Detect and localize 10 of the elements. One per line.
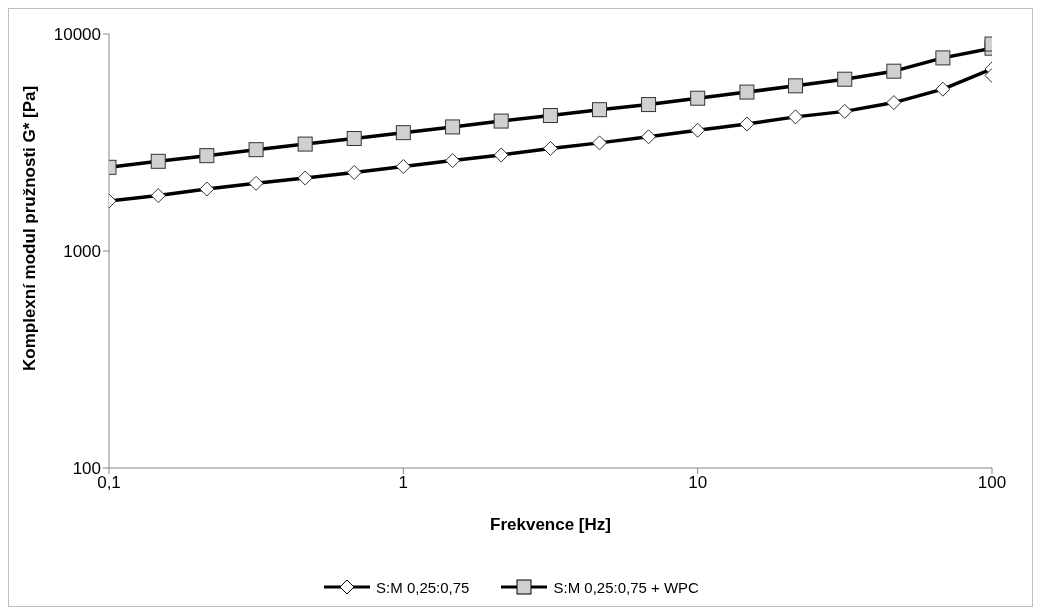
legend-label: S:M 0,25:0,75 + WPC — [553, 578, 699, 596]
x-tick-label: 1 — [398, 473, 409, 493]
x-tick-label: 100 — [977, 473, 1007, 493]
legend-label: S:M 0,25:0,75 — [376, 578, 470, 596]
y-tick-label: 10000 — [53, 25, 101, 45]
x-tick-label: 0,1 — [97, 473, 121, 493]
y-tick-label: 1000 — [63, 242, 101, 262]
x-tick-label: 10 — [688, 473, 708, 493]
x-axis-title: Frekvence [Hz] — [490, 515, 611, 534]
y-axis-title: Komplexní modul pružnosti G* [Pa] — [20, 85, 40, 371]
